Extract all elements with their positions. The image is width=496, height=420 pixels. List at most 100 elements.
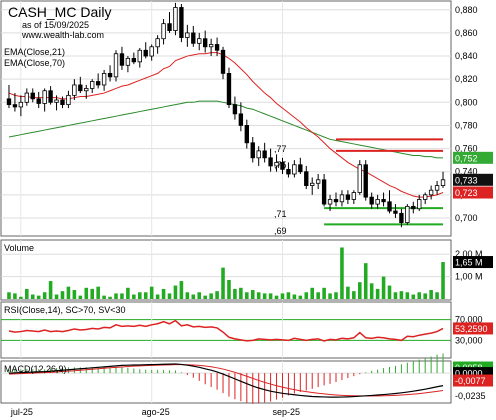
candle-body (90, 81, 95, 89)
volume-bar (72, 290, 77, 299)
price-tick-label: 0,840 (455, 51, 478, 61)
candle-body (262, 150, 267, 159)
candle-body (203, 38, 208, 48)
volume-bar (429, 290, 433, 299)
candle-body (84, 88, 89, 92)
candle-body (155, 38, 160, 48)
volume-bar (173, 285, 178, 299)
volume-bar (399, 291, 404, 299)
price-tag-label: 0,752 (455, 153, 478, 163)
volume-bar (441, 262, 445, 299)
candle-body (185, 32, 190, 38)
volume-bar (108, 296, 112, 299)
volume-bar (310, 287, 314, 299)
price-tick-label: 0,700 (455, 213, 478, 223)
volume-bar (274, 295, 279, 299)
candle-body (381, 199, 386, 203)
candle-body (179, 7, 184, 38)
volume-bar (381, 276, 386, 299)
rsi-title: RSI(Close,14), SC>70, SV<30 (4, 305, 126, 315)
candle-body (375, 199, 380, 205)
volume-bar (143, 292, 148, 299)
candle-body (428, 189, 434, 196)
volume-bar (239, 287, 243, 299)
candle-body (54, 99, 59, 103)
volume-bar (167, 293, 172, 299)
ema70-line (8, 100, 444, 159)
candle-body (268, 157, 273, 167)
candle-body (149, 46, 154, 57)
candle-body (399, 212, 404, 223)
macd-title: MACD(12,26,9) (4, 364, 67, 374)
candle-body (191, 32, 196, 44)
level-label-75: ,75 (274, 160, 287, 170)
volume-bar (90, 288, 94, 299)
candle-body (363, 164, 368, 198)
candle-body (137, 49, 142, 63)
x-tick-label: sep-25 (272, 407, 300, 417)
volume-bar (334, 292, 338, 299)
volume-title: Volume (4, 243, 34, 253)
volume-bar (96, 286, 100, 299)
volume-bar (48, 281, 53, 299)
volume-bar (161, 288, 166, 299)
price-panel (0, 0, 452, 237)
macd-line (8, 363, 444, 398)
macd-tick-label: -0,0235 (455, 391, 486, 401)
volume-bar (7, 292, 11, 299)
volume-bar (292, 294, 297, 299)
candle-body (66, 94, 71, 106)
candle-body (292, 164, 297, 175)
price-tick-label: 0,800 (455, 97, 478, 107)
candle-body (321, 179, 327, 205)
candle-body (274, 162, 279, 167)
website-label: www.wealth-lab.com (21, 30, 104, 40)
macd-tick-label: -0,0077 (455, 376, 486, 386)
candle-body (298, 164, 303, 173)
candle-body (220, 49, 226, 74)
volume-bar (346, 286, 350, 299)
price-tick-label: 0,880 (455, 5, 478, 15)
candle-body (107, 72, 113, 78)
volume-bar (268, 293, 273, 299)
candle-body (78, 84, 83, 92)
volume-bar (60, 291, 65, 299)
volume-bar (417, 292, 422, 299)
ema21-label: EMA(Close,21) (4, 47, 65, 57)
volume-bar (262, 293, 267, 299)
volume-bar (66, 286, 71, 299)
volume-bar (221, 267, 225, 299)
rsi-tick-label: 70,000 (455, 315, 483, 325)
volume-bar (126, 287, 130, 299)
candle-body (48, 90, 53, 103)
candle-body (250, 142, 255, 159)
candle-body (393, 210, 398, 214)
volume-bar (280, 293, 285, 299)
candle-body (351, 192, 357, 200)
candle-body (173, 7, 178, 32)
volume-tick-label: 1,65 M (455, 258, 483, 268)
rsi-tick-label: 30,000 (455, 335, 483, 345)
candle-body (244, 125, 249, 144)
volume-bar (411, 294, 416, 299)
candle-body (113, 53, 119, 78)
ema70-label: EMA(Close,70) (4, 58, 65, 68)
price-tag-box (453, 173, 493, 186)
candle-body (286, 168, 291, 175)
candle-body (310, 182, 315, 186)
price-tag-label: 0,723 (455, 188, 478, 198)
candle-body (72, 84, 77, 96)
ema21-line (8, 52, 444, 198)
candle-body (95, 81, 101, 86)
candle-body (411, 205, 416, 210)
price-tick-label: 0,780 (455, 120, 478, 130)
candle-body (440, 179, 446, 186)
volume-bar (102, 295, 106, 299)
candle-body (18, 101, 24, 108)
volume-bar (132, 294, 136, 299)
volume-tick-label: 1,00 M (455, 272, 483, 282)
candle-body (387, 201, 392, 212)
candle-body (101, 72, 107, 86)
volume-bar (191, 294, 196, 299)
